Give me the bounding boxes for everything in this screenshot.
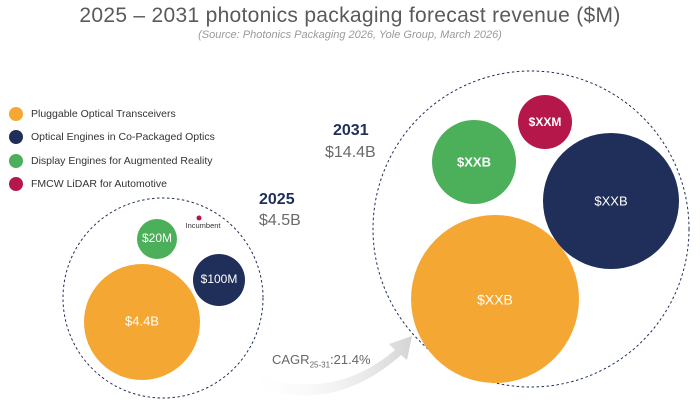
bubble-2031-engines-cpo (543, 133, 679, 269)
legend-swatch (9, 130, 23, 145)
year-label-2025: 2025 (259, 191, 295, 208)
bubble-2025-pluggable (84, 264, 200, 380)
bubble-2031-lidar (518, 95, 572, 149)
legend-item-engines-cpo: Optical Engines in Co-Packaged Optics (9, 126, 215, 150)
legend-label: FMCW LiDAR for Automotive (31, 178, 167, 191)
group-outline-2025 (62, 197, 264, 399)
year-label-2031: 2031 (333, 122, 369, 139)
bubble-label-2025-display-ar: $20M (142, 231, 172, 245)
bubble-label-2025-lidar: Incumbent (185, 221, 221, 230)
cagr-label: CAGR25-31:21.4% (272, 352, 371, 370)
cagr-period: 25-31 (309, 360, 331, 370)
cagr-text: CAGR (272, 352, 310, 367)
bubble-2025-engines-cpo (193, 254, 245, 306)
bubble-2025-display-ar (137, 219, 177, 259)
bubble-label-2025-pluggable: $4.4B (125, 313, 159, 328)
legend: Pluggable Optical Transceivers Optical E… (9, 102, 215, 196)
legend-item-display-ar: Display Engines for Augmented Reality (9, 149, 215, 173)
chart-subtitle: (Source: Photonics Packaging 2026, Yole … (198, 29, 502, 41)
bubble-2025-lidar (196, 215, 202, 221)
bubble-2031-display-ar (432, 120, 516, 204)
bubble-label-2031-engines-cpo: $XXB (594, 193, 627, 208)
cagr-arrow (246, 336, 412, 396)
legend-swatch (9, 106, 23, 121)
legend-item-pluggable: Pluggable Optical Transceivers (9, 102, 215, 126)
total-label-2025: $4.5B (259, 212, 301, 229)
group-outline-2031 (372, 70, 690, 388)
legend-swatch (9, 177, 23, 192)
legend-label: Display Engines for Augmented Reality (31, 154, 213, 167)
bubble-label-2031-pluggable: $XXB (477, 292, 513, 308)
bubble-label-2031-lidar: $XXM (529, 115, 562, 129)
legend-label: Optical Engines in Co-Packaged Optics (31, 131, 215, 144)
bubble-label-2031-display-ar: $XXB (457, 154, 491, 169)
legend-item-lidar: FMCW LiDAR for Automotive (9, 173, 215, 197)
total-label-2031: $14.4B (325, 144, 376, 161)
chart-title: 2025 – 2031 photonics packaging forecast… (79, 4, 621, 27)
bubble-2031-pluggable (411, 215, 579, 383)
legend-swatch (9, 153, 23, 168)
cagr-value: 21.4% (333, 352, 371, 367)
legend-label: Pluggable Optical Transceivers (31, 107, 176, 120)
bubble-label-2025-engines-cpo: $100M (201, 272, 238, 286)
